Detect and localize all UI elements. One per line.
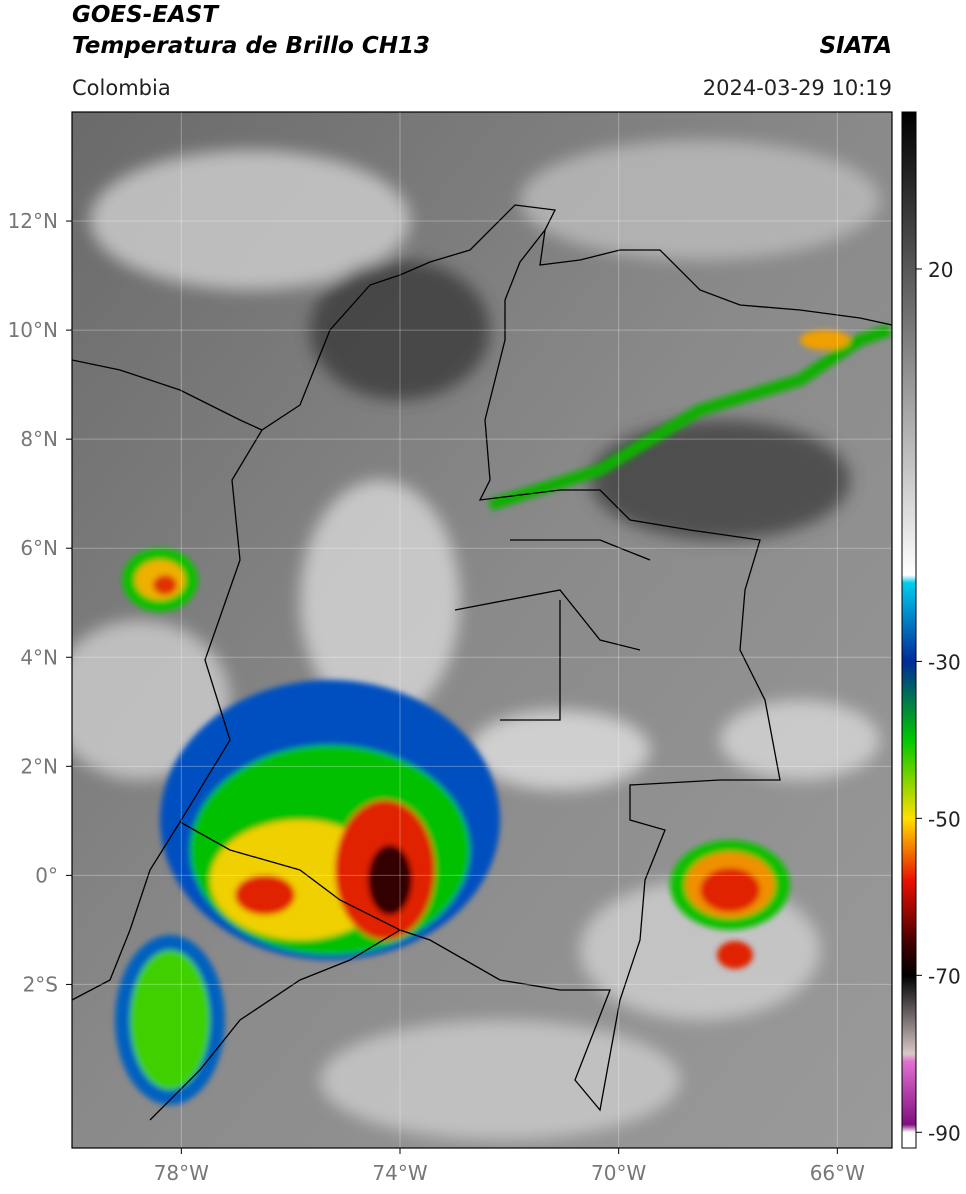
datetime: 2024-03-29 10:19 <box>703 76 892 100</box>
region: Colombia <box>72 76 171 100</box>
colorbar-tick-label: -90 <box>928 1121 961 1145</box>
title: GOES-EAST <box>72 2 220 28</box>
colorbar <box>901 111 917 1149</box>
x-tick-label: 78°W <box>154 1161 209 1185</box>
y-tick-label: 4°N <box>20 645 58 669</box>
x-tick-label: 66°W <box>810 1161 865 1185</box>
y-tick-label: 12°N <box>8 209 58 233</box>
y-tick-label: 2°N <box>20 754 58 778</box>
colorbar-tick-label: -50 <box>928 807 961 831</box>
source: SIATA <box>820 33 892 59</box>
y-tick-label: 8°N <box>20 427 58 451</box>
y-tick-label: 10°N <box>8 318 58 342</box>
subtitle: Temperatura de Brillo CH13 <box>72 33 430 59</box>
y-tick-label: 2°S <box>23 972 58 996</box>
gridlines <box>72 112 892 1148</box>
y-tick-label: 0° <box>35 863 58 887</box>
colorbar-tick-label: -70 <box>928 964 961 988</box>
map-image <box>72 112 892 1148</box>
colorbar-tick-label: -30 <box>928 650 961 674</box>
y-tick-label: 6°N <box>20 536 58 560</box>
x-tick-label: 70°W <box>591 1161 646 1185</box>
colorbar-tick-label: 20 <box>928 258 953 282</box>
map-frame <box>71 111 893 1149</box>
x-tick-label: 74°W <box>372 1161 427 1185</box>
